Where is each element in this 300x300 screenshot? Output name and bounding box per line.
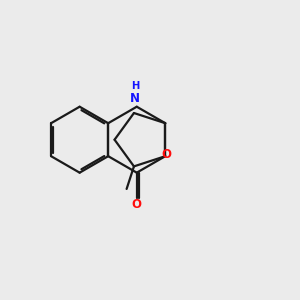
Text: H: H <box>131 81 140 92</box>
Text: O: O <box>132 198 142 212</box>
Text: O: O <box>162 148 172 161</box>
Text: N: N <box>130 92 140 105</box>
